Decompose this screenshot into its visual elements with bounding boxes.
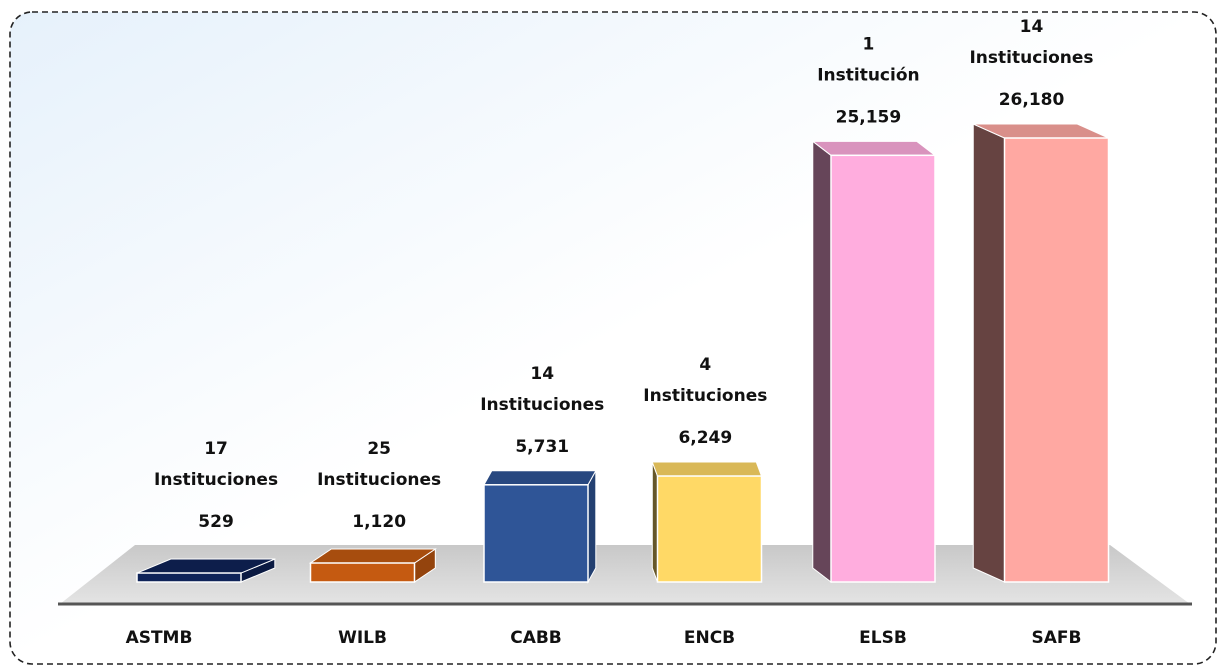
bar-side	[651, 461, 658, 583]
value-label: 529	[198, 512, 234, 532]
bar	[830, 154, 936, 583]
annotation-count: 17	[204, 439, 228, 459]
value-label: 5,731	[515, 437, 569, 457]
bar	[309, 562, 416, 583]
value-label: 1,120	[352, 512, 406, 532]
bar	[656, 475, 763, 583]
value-label: 6,249	[678, 428, 732, 448]
bar-side	[812, 140, 832, 584]
bar	[136, 572, 242, 583]
bar-side	[587, 468, 597, 584]
bar-top	[483, 470, 597, 486]
annotation-label: Instituciones	[317, 470, 441, 490]
annotation-count: 4	[699, 355, 711, 375]
x-tick-label: ELSB	[859, 628, 907, 648]
bar-top	[811, 140, 937, 156]
annotation-label: Instituciones	[643, 386, 767, 406]
annotation-label: Instituciones	[969, 48, 1093, 68]
x-tick-label: ASTMB	[126, 628, 193, 648]
x-tick-label: CABB	[510, 628, 562, 648]
value-label: 25,159	[836, 107, 902, 127]
x-tick-label: ENCB	[684, 628, 735, 648]
value-label: 26,180	[999, 90, 1065, 110]
bar	[483, 484, 589, 583]
bar	[1003, 137, 1110, 583]
annotation-label: Instituciones	[480, 395, 604, 415]
bar-top	[651, 461, 763, 477]
annotation-count: 1	[862, 34, 874, 54]
bar-side	[972, 123, 1005, 583]
annotation-count: 25	[367, 439, 391, 459]
x-tick-label: SAFB	[1032, 628, 1082, 648]
annotation-label: Instituciones	[154, 470, 278, 490]
annotation-count: 14	[530, 364, 554, 384]
x-tick-label: WILB	[338, 628, 387, 648]
annotation-count: 14	[1020, 17, 1044, 37]
annotation-label: Institución	[817, 65, 919, 85]
bar-top	[308, 548, 437, 564]
